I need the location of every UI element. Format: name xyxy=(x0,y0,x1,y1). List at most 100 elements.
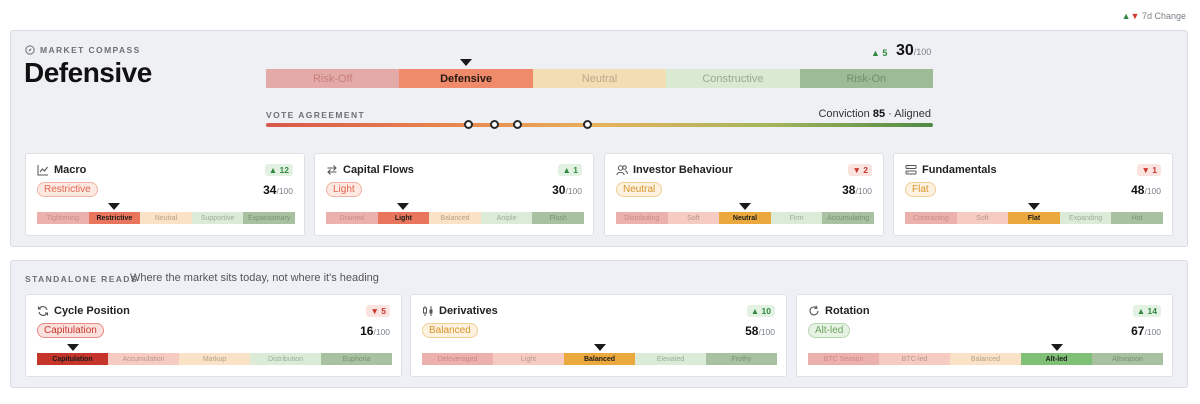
card-score-value: 58 xyxy=(745,324,759,338)
scale-segment-euphoria: Euphoria xyxy=(321,353,392,365)
legend-label: 7d Change xyxy=(1141,11,1186,21)
regime-segment-risk-off: Risk-Off xyxy=(266,69,400,88)
scale-segment-neutral: Neutral xyxy=(140,212,192,224)
users-icon xyxy=(616,165,628,176)
card-state-badge: Restrictive xyxy=(37,182,98,197)
scale-segment-balanced: Balanced xyxy=(429,212,481,224)
card-title: Cycle Position xyxy=(54,305,130,317)
legend-up-arrow: ▲ xyxy=(1121,11,1131,21)
card-score-denominator: /100 xyxy=(565,186,582,196)
card-change-badge: ▼ 5 xyxy=(366,305,390,317)
scale-segment-distribution: Distribution xyxy=(250,353,321,365)
seven-day-change-legend: ▲▼ 7d Change xyxy=(1122,11,1186,21)
card-score-denominator: /100 xyxy=(276,186,293,196)
card-score-value: 48 xyxy=(1131,183,1145,197)
compass-score-value: 30 xyxy=(896,42,914,59)
card-title: Derivatives xyxy=(439,305,498,317)
card-rotation[interactable]: Rotation ▲ 14 Alt-led 67/100 BTC Season BTC-l… xyxy=(796,294,1173,377)
compass-change: ▲ 5 xyxy=(871,48,888,58)
conviction-status: Aligned xyxy=(894,108,931,120)
vote-dot xyxy=(582,120,592,129)
card-capital-flows[interactable]: Capital Flows ▲ 1 Light 30/100 Drained Light B… xyxy=(314,153,594,236)
scale-segment-expansionary: Expansionary xyxy=(243,212,295,224)
card-title: Capital Flows xyxy=(343,164,414,176)
legend-down-arrow: ▼ xyxy=(1130,11,1140,21)
conviction-value: 85 xyxy=(872,108,886,120)
market-compass-label: MARKET COMPASS xyxy=(25,45,141,55)
card-score-denominator: /100 xyxy=(758,327,775,337)
card-score: 16/100 xyxy=(360,324,390,338)
scale-segment-hot: Hot xyxy=(1111,212,1163,224)
scale-segment-markup: Markup xyxy=(179,353,250,365)
card-derivatives[interactable]: Derivatives ▲ 10 Balanced 58/100 Deleveraged… xyxy=(410,294,787,377)
scale-segment-firm: Firm xyxy=(770,212,823,224)
card-cycle-position[interactable]: Cycle Position ▼ 5 Capitulation 16/100 Capit… xyxy=(25,294,402,377)
card-score-value: 67 xyxy=(1131,324,1145,338)
scale-segment-balanced: Balanced xyxy=(564,353,635,365)
card-state-pointer xyxy=(1050,344,1063,351)
card-investor-behaviour[interactable]: Investor Behaviour ▼ 2 Neutral 38/100 Distri… xyxy=(604,153,884,236)
card-score-denominator: /100 xyxy=(1144,327,1161,337)
market-compass-panel: MARKET COMPASS Defensive ▲ 5 30/100 Risk… xyxy=(10,30,1188,247)
scale-segment-contracting: Contracting xyxy=(905,212,957,224)
card-change-badge: ▲ 1 xyxy=(558,164,582,176)
card-state-badge: Neutral xyxy=(616,182,663,197)
card-score: 38/100 xyxy=(842,183,872,197)
scale-segment-altseason: Altseason xyxy=(1092,353,1163,365)
compass-score-denominator: /100 xyxy=(913,47,932,57)
card-state-scale: BTC Season BTC-led Balanced Alt-led Altseaso… xyxy=(808,353,1163,365)
card-state-badge: Alt-led xyxy=(808,323,851,338)
scale-segment-accumulation: Accumulation xyxy=(108,353,179,365)
card-fundamentals[interactable]: Fundamentals ▼ 1 Flat 48/100 Contracting Soft… xyxy=(893,153,1173,236)
vote-agreement-track xyxy=(266,123,933,127)
scale-segment-frothy: Frothy xyxy=(706,353,777,365)
card-change-badge: ▲ 14 xyxy=(1132,305,1161,317)
card-state-badge: Balanced xyxy=(422,323,478,338)
scale-segment-neutral: Neutral xyxy=(719,212,771,224)
rotate-icon xyxy=(809,305,819,316)
regime-scale: Risk-Off Defensive Neutral Constructive Risk… xyxy=(266,69,934,88)
scale-segment-light: Light xyxy=(493,353,564,365)
scale-segment-elevated: Elevated xyxy=(635,353,706,365)
card-state-pointer xyxy=(397,203,410,210)
vote-dot xyxy=(512,120,522,129)
card-change-badge: ▲ 12 xyxy=(264,164,293,176)
compass-score: 30/100 xyxy=(896,42,931,60)
card-state-pointer xyxy=(1028,203,1040,210)
scale-segment-btc-led: BTC-led xyxy=(879,353,950,365)
card-state-scale: Distributing Soft Neutral Firm Accumulating xyxy=(616,212,874,224)
card-state-scale: Contracting Soft Flat Expanding Hot xyxy=(905,212,1163,224)
card-state-scale: Deleveraged Light Balanced Elevated Frothy xyxy=(422,353,777,365)
market-compass-label-text: MARKET COMPASS xyxy=(40,45,141,55)
card-score-denominator: /100 xyxy=(1144,186,1161,196)
card-score-denominator: /100 xyxy=(855,186,872,196)
card-macro[interactable]: Macro ▲ 12 Restrictive 34/100 Tightening Rest… xyxy=(25,153,305,236)
card-state-scale: Tightening Restrictive Neutral Supportive Ex… xyxy=(37,212,295,224)
standalone-reads-label: STANDALONE READS xyxy=(25,274,138,284)
regime-pointer xyxy=(460,59,473,66)
regime-title: Defensive xyxy=(24,57,152,88)
card-score: 58/100 xyxy=(745,324,775,338)
scale-segment-tightening: Tightening xyxy=(37,212,89,224)
vote-dot xyxy=(463,120,473,129)
card-state-scale: Capitulation Accumulation Markup Distributi… xyxy=(37,353,392,365)
card-score-denominator: /100 xyxy=(373,327,390,337)
scale-segment-light: Light xyxy=(377,212,430,224)
standalone-reads-subtitle: Where the market sits today, not where i… xyxy=(130,272,379,284)
scale-segment-ample: Ample xyxy=(480,212,533,224)
scale-segment-distributing: Distributing xyxy=(616,212,668,224)
card-title: Macro xyxy=(54,164,87,176)
swap-arrows-icon xyxy=(327,165,337,175)
conviction-readout: Conviction 85 · Aligned xyxy=(818,108,931,120)
card-title: Investor Behaviour xyxy=(633,164,733,176)
card-state-badge: Flat xyxy=(905,182,936,197)
scale-segment-balanced: Balanced xyxy=(950,353,1021,365)
card-score: 48/100 xyxy=(1131,183,1161,197)
scale-segment-supportive: Supportive xyxy=(191,212,244,224)
scale-segment-accumulating: Accumulating xyxy=(822,212,874,224)
scale-segment-alt-led: Alt-led xyxy=(1021,353,1092,365)
scale-segment-deleveraged: Deleveraged xyxy=(422,353,493,365)
card-score: 30/100 xyxy=(552,183,582,197)
card-change-badge: ▼ 2 xyxy=(848,164,872,176)
regime-segment-defensive: Defensive xyxy=(399,69,533,88)
